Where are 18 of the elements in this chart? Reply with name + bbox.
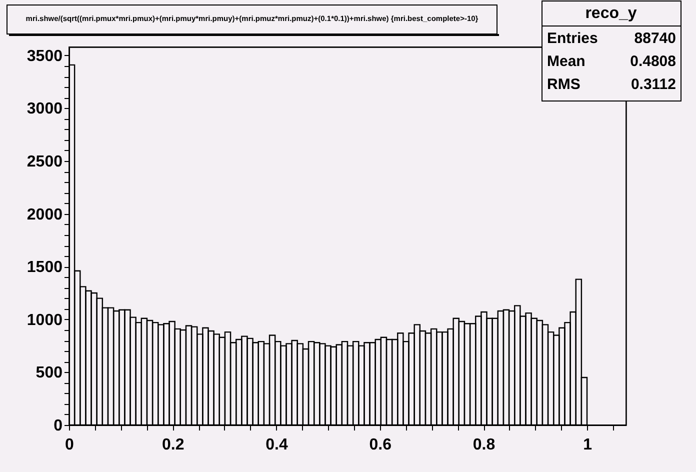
text: RMS 0.3112 (547, 76, 676, 93)
y-tick-label: 1000 (26, 312, 63, 329)
x-tick-label: 0.6 (369, 436, 392, 454)
y-tick-label: 0 (54, 418, 63, 434)
text: reco_y (585, 5, 637, 22)
text: Mean 0.4808 (547, 53, 676, 70)
x-tick-label: 1 (583, 436, 592, 454)
y-tick-label: 1500 (26, 259, 63, 276)
x-tick-label: 0.2 (162, 436, 184, 454)
y-tick-label: 3500 (26, 48, 63, 65)
y-tick-label: 3000 (26, 100, 63, 118)
y-tick-label: 2500 (26, 154, 63, 171)
y-tick-label: 2000 (26, 206, 63, 224)
text: Entries 88740 (547, 30, 676, 47)
x-tick-label: 0.4 (266, 436, 288, 454)
x-tick-label: 0 (65, 436, 74, 454)
x-tick-label: 0.8 (472, 436, 496, 454)
y-tick-label: 500 (36, 364, 63, 382)
